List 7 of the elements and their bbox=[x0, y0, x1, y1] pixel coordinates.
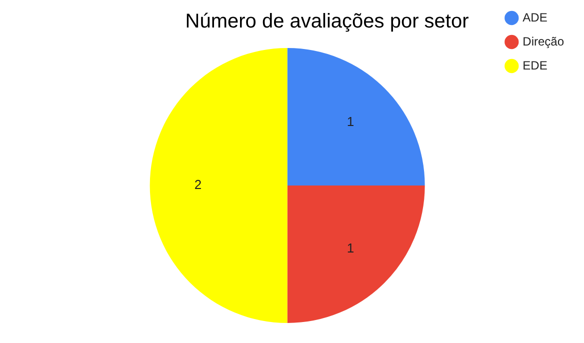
legend-label: ADE bbox=[522, 10, 548, 24]
data-label: 2 bbox=[194, 177, 202, 192]
legend-label: Direção bbox=[522, 34, 564, 48]
legend-label: EDE bbox=[522, 58, 548, 72]
chart-title: Número de avaliações por setor bbox=[185, 10, 470, 33]
data-label: 1 bbox=[346, 114, 354, 129]
data-label: 1 bbox=[346, 240, 354, 256]
